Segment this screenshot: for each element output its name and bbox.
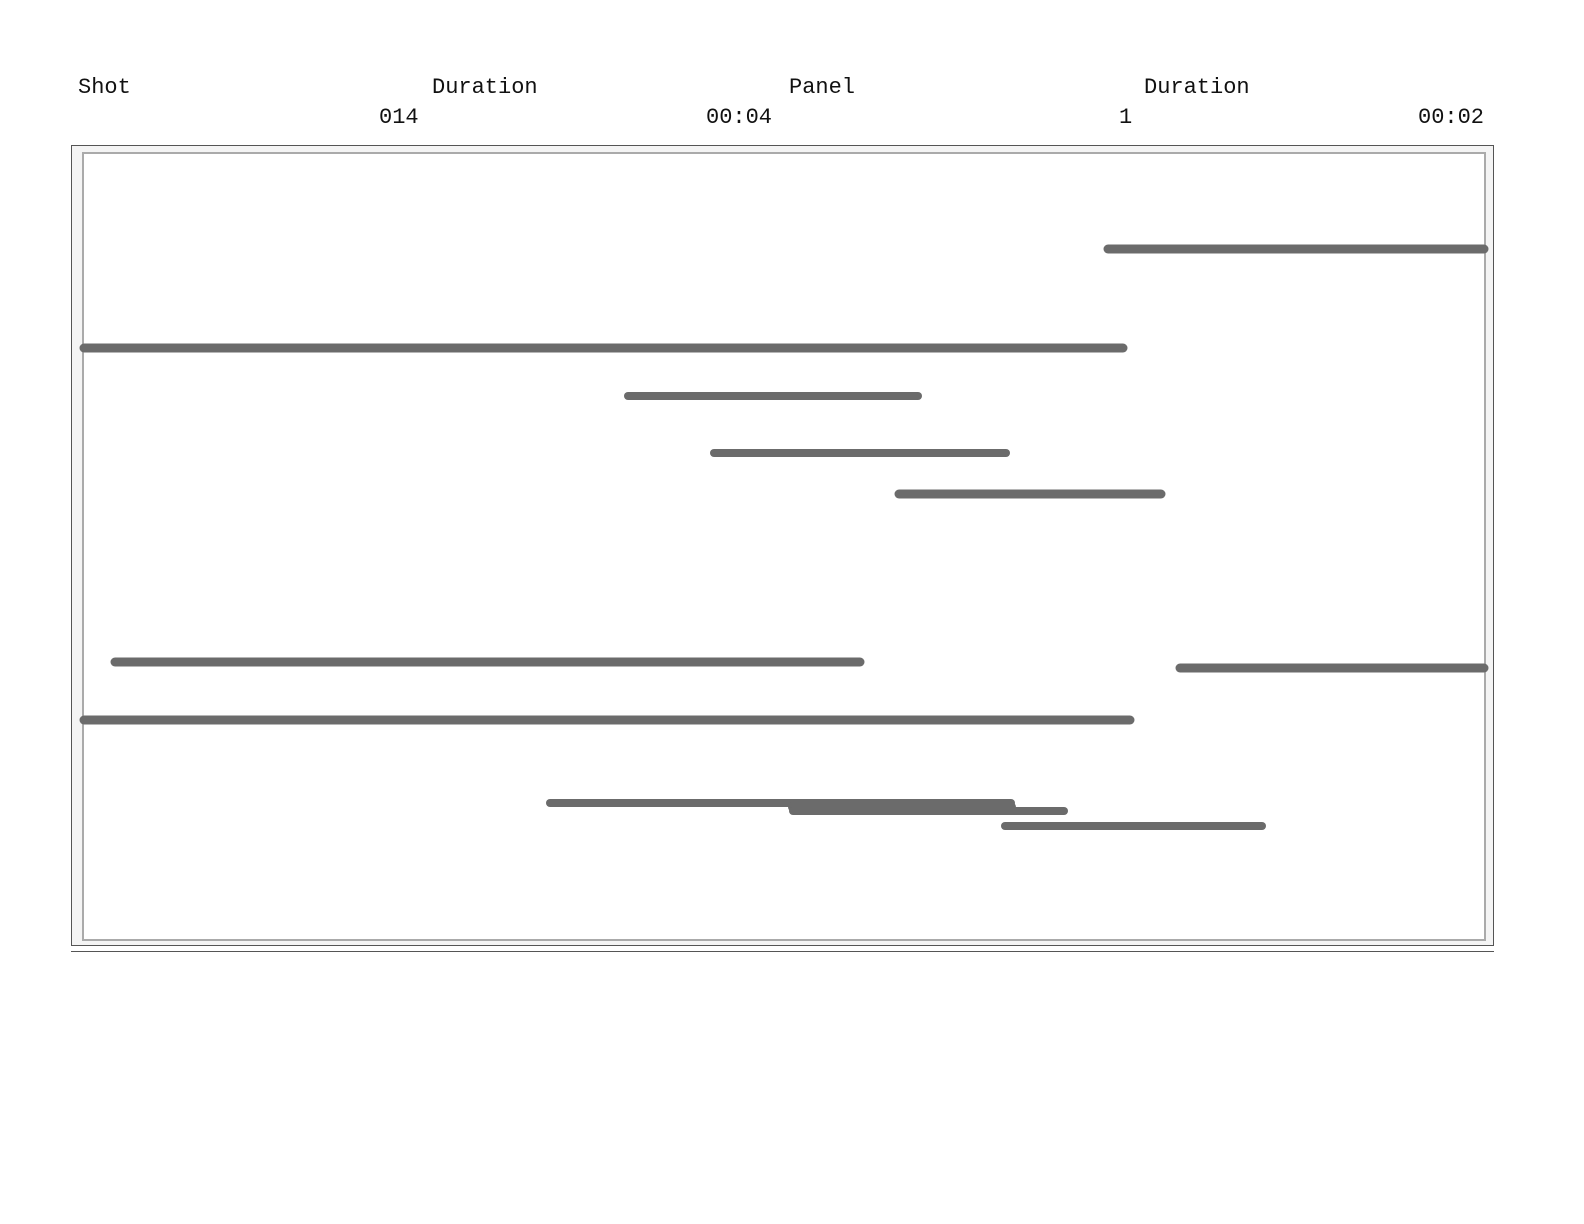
panel-label: Panel xyxy=(789,75,856,100)
panel-duration-value: 00:02 xyxy=(1418,105,1485,130)
shot-duration-label: Duration xyxy=(432,75,538,100)
panel-duration-label: Duration xyxy=(1144,75,1250,100)
panel-number: 1 xyxy=(1119,105,1133,130)
shot-label: Shot xyxy=(78,75,131,100)
divider-line xyxy=(71,951,1494,952)
panel-frame[interactable] xyxy=(82,152,1486,941)
shot-duration-value: 00:04 xyxy=(706,105,773,130)
shot-number: 014 xyxy=(379,105,419,130)
